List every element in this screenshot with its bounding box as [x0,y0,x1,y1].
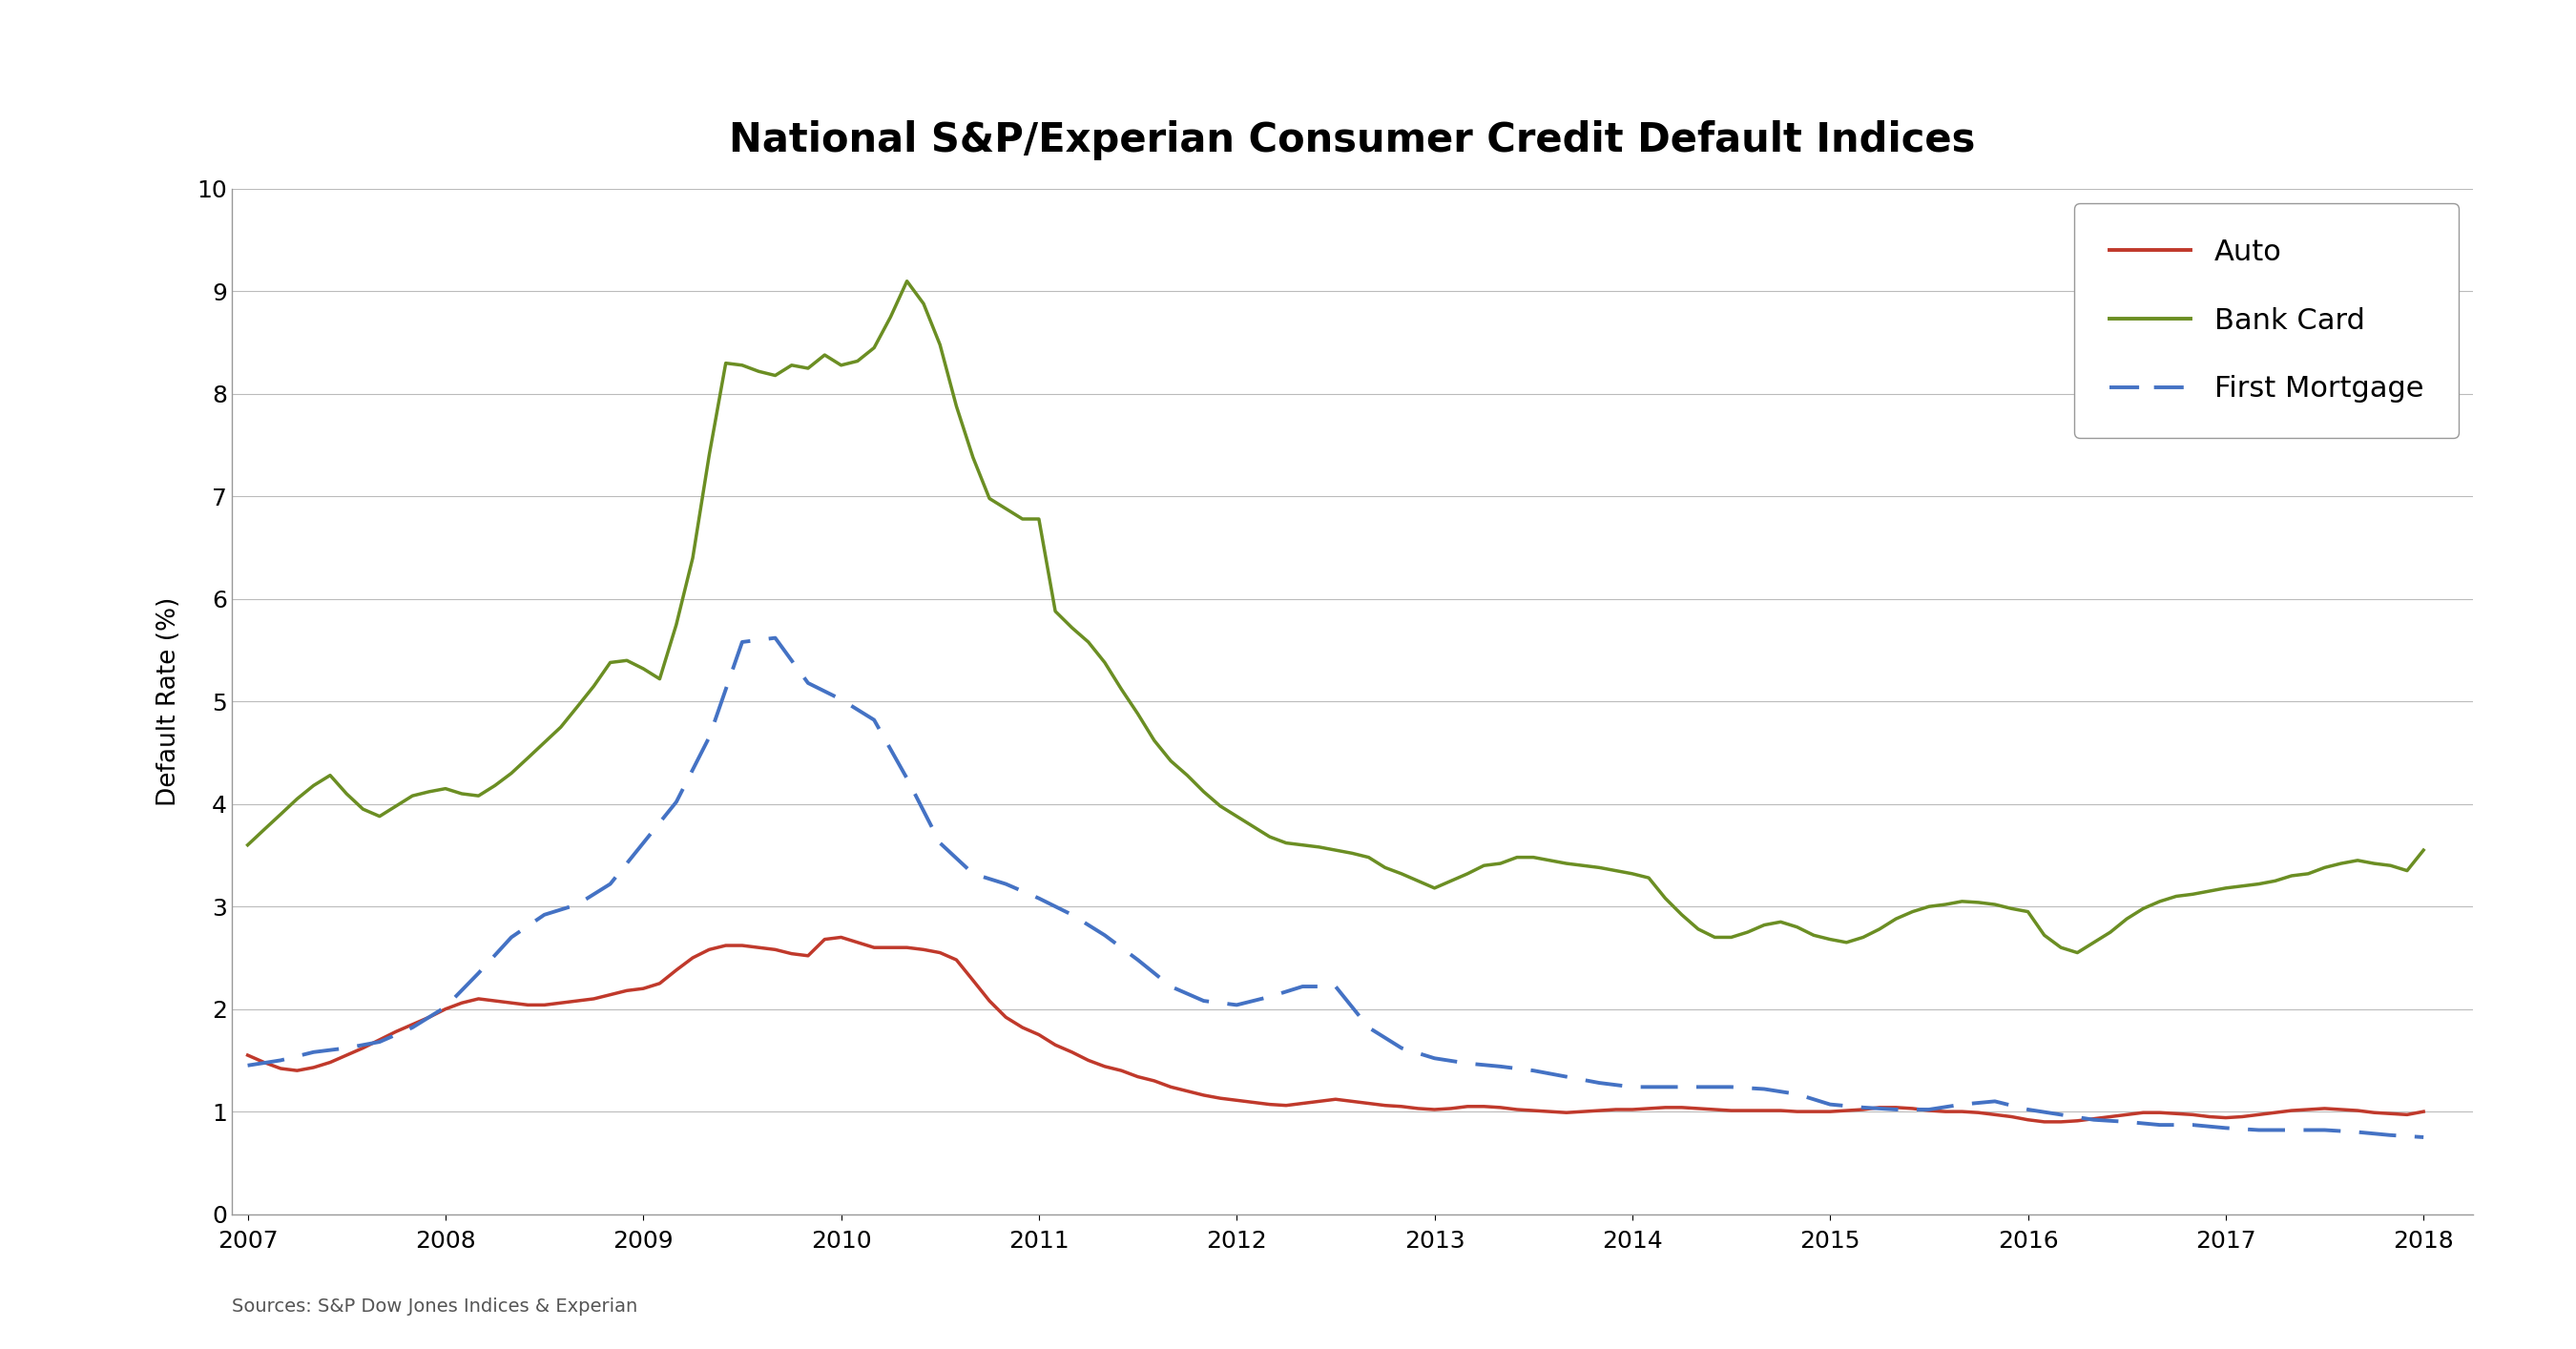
Text: Sources: S&P Dow Jones Indices & Experian: Sources: S&P Dow Jones Indices & Experia… [232,1298,639,1315]
Title: National S&P/Experian Consumer Credit Default Indices: National S&P/Experian Consumer Credit De… [729,120,1976,161]
Legend: Auto, Bank Card, First Mortgage: Auto, Bank Card, First Mortgage [2074,204,2458,438]
Y-axis label: Default Rate (%): Default Rate (%) [157,596,180,807]
